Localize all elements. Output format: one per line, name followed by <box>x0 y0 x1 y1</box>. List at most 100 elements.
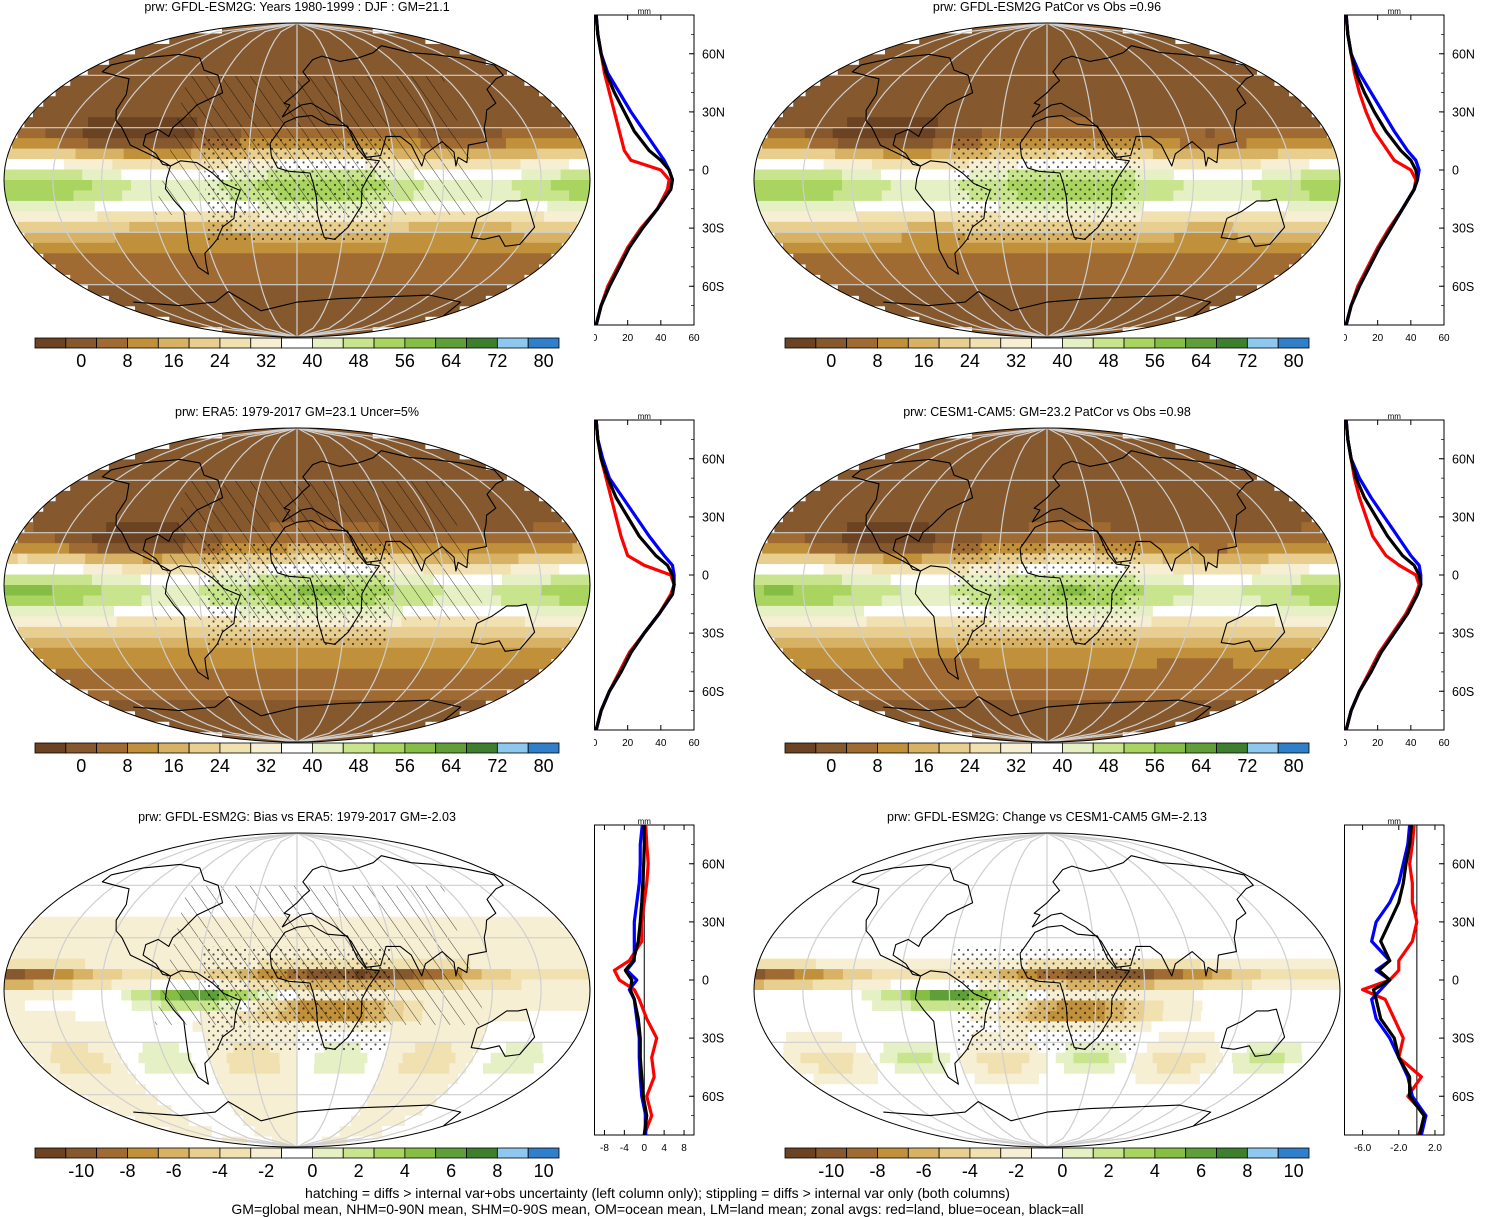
x-axis-label: mm <box>1388 7 1402 16</box>
colorbar-label: -8 <box>869 1161 886 1181</box>
panel-title: prw: GFDL-ESM2G: Years 1980-1999 : DJF :… <box>144 0 450 14</box>
y-tick-label: 30N <box>1452 915 1475 929</box>
x-axis-label: mm <box>1388 817 1402 826</box>
colorbar-label: -6 <box>165 1161 182 1181</box>
colorbar-label: -2 <box>258 1161 275 1181</box>
colorbar-label: 2 <box>1103 1161 1114 1181</box>
colorbar-label: 32 <box>1006 351 1027 371</box>
colorbar-label: 0 <box>826 756 837 776</box>
y-tick-label: 30N <box>702 915 725 929</box>
colorbar-label: 0 <box>76 756 87 776</box>
hatching <box>154 885 488 1025</box>
colorbar-label: 72 <box>1237 756 1258 776</box>
colorbar <box>34 1147 560 1159</box>
x-tick-label: 40 <box>1405 333 1417 344</box>
colorbar-label: 72 <box>487 351 508 371</box>
colorbar-label: 72 <box>1237 351 1258 371</box>
hatching <box>154 75 488 215</box>
colorbar-label: 40 <box>1052 351 1073 371</box>
colorbar-label: 24 <box>959 351 980 371</box>
x-tick-label: -2.0 <box>1390 1143 1408 1154</box>
colorbar-label: 8 <box>872 351 883 371</box>
x-tick-label: 60 <box>688 333 700 344</box>
y-tick-label: 30S <box>702 1032 724 1046</box>
series-line-land <box>1344 14 1418 326</box>
y-tick-label: 60N <box>702 452 725 466</box>
series-line-land <box>594 419 676 731</box>
colorbar-label: 48 <box>1098 351 1119 371</box>
colorbar-label: 56 <box>1144 756 1165 776</box>
x-tick-label: -6.0 <box>1354 1143 1372 1154</box>
colorbar-label: 6 <box>446 1161 457 1181</box>
y-tick-label: 60N <box>1452 452 1475 466</box>
series-line-all <box>1344 419 1423 731</box>
robinson-map <box>3 832 591 1148</box>
y-tick-label: 0 <box>702 569 709 583</box>
colorbar <box>34 337 560 349</box>
x-tick-label: 0 <box>594 333 598 344</box>
colorbar-label: 4 <box>1149 1161 1160 1181</box>
y-tick-label: 0 <box>1452 974 1459 988</box>
y-tick-label: 30S <box>702 222 724 236</box>
series-line-all <box>594 419 676 731</box>
y-tick-label: 60N <box>1452 47 1475 61</box>
colorbar-label: 8 <box>872 756 883 776</box>
x-tick-label: -4 <box>620 1143 629 1154</box>
colorbar-label: 56 <box>394 351 415 371</box>
colorbar-label: 80 <box>1283 351 1304 371</box>
y-tick-label: 30N <box>702 105 725 119</box>
colorbar-label: 16 <box>913 351 934 371</box>
y-tick-label: 60S <box>1452 685 1474 699</box>
x-tick-label: -8 <box>600 1143 609 1154</box>
zonal-mean-profile: 0 20 40 60 mm 60N 30N 0 30S 60S <box>1344 412 1475 749</box>
y-tick-label: 0 <box>702 164 709 178</box>
y-tick-label: 0 <box>702 974 709 988</box>
x-tick-label: 0 <box>1344 333 1348 344</box>
x-tick-label: 60 <box>1438 738 1450 749</box>
x-tick-label: 0 <box>641 1143 647 1154</box>
colorbar-label: 56 <box>1144 351 1165 371</box>
x-tick-label: 0 <box>1344 738 1348 749</box>
series-line-ocean <box>1370 824 1428 1136</box>
robinson-map <box>3 427 591 743</box>
colorbar-label: 48 <box>348 351 369 371</box>
y-tick-label: 60N <box>702 857 725 871</box>
colorbar-label: 80 <box>533 756 554 776</box>
x-tick-label: 20 <box>622 738 634 749</box>
colorbar-label: 0 <box>1057 1161 1068 1181</box>
x-tick-label: 60 <box>688 738 700 749</box>
x-tick-label: 0 <box>594 738 598 749</box>
panel-title: prw: CESM1-CAM5: GM=23.2 PatCor vs Obs =… <box>903 405 1191 419</box>
series-line-all <box>1371 824 1426 1136</box>
x-axis-label: mm <box>638 817 652 826</box>
colorbar-label: -8 <box>119 1161 136 1181</box>
colorbar <box>784 1147 1310 1159</box>
x-tick-label: 40 <box>655 738 667 749</box>
colorbar-label: -10 <box>68 1161 95 1181</box>
x-tick-label: 40 <box>655 333 667 344</box>
x-axis-label: mm <box>1388 412 1402 421</box>
y-tick-label: 30S <box>1452 1032 1474 1046</box>
colorbar-label: 16 <box>163 756 184 776</box>
y-tick-label: 0 <box>1452 164 1459 178</box>
y-tick-label: 60S <box>702 280 724 294</box>
colorbar <box>34 742 560 754</box>
colorbar-label: 0 <box>307 1161 318 1181</box>
series-line-ocean <box>594 419 676 731</box>
x-axis-label: mm <box>638 7 652 16</box>
x-tick-label: 20 <box>1372 333 1384 344</box>
robinson-map <box>3 22 591 338</box>
colorbar-label: 48 <box>348 756 369 776</box>
colorbar-label: 80 <box>533 351 554 371</box>
x-tick-label: 60 <box>1438 333 1450 344</box>
y-tick-label: 60N <box>702 47 725 61</box>
colorbar-label: 64 <box>1191 756 1212 776</box>
colorbar-label: 32 <box>1006 756 1027 776</box>
x-tick-label: 2.0 <box>1428 1143 1442 1154</box>
colorbar-label: 24 <box>209 351 230 371</box>
colorbar-label: 32 <box>256 756 277 776</box>
colorbar-label: 8 <box>122 756 133 776</box>
colorbar-label: 2 <box>353 1161 364 1181</box>
zonal-mean-profile: 0 20 40 60 mm 60N 30N 0 30S 60S <box>594 412 725 749</box>
panel-title: prw: ERA5: 1979-2017 GM=23.1 Uncer=5% <box>175 405 419 419</box>
